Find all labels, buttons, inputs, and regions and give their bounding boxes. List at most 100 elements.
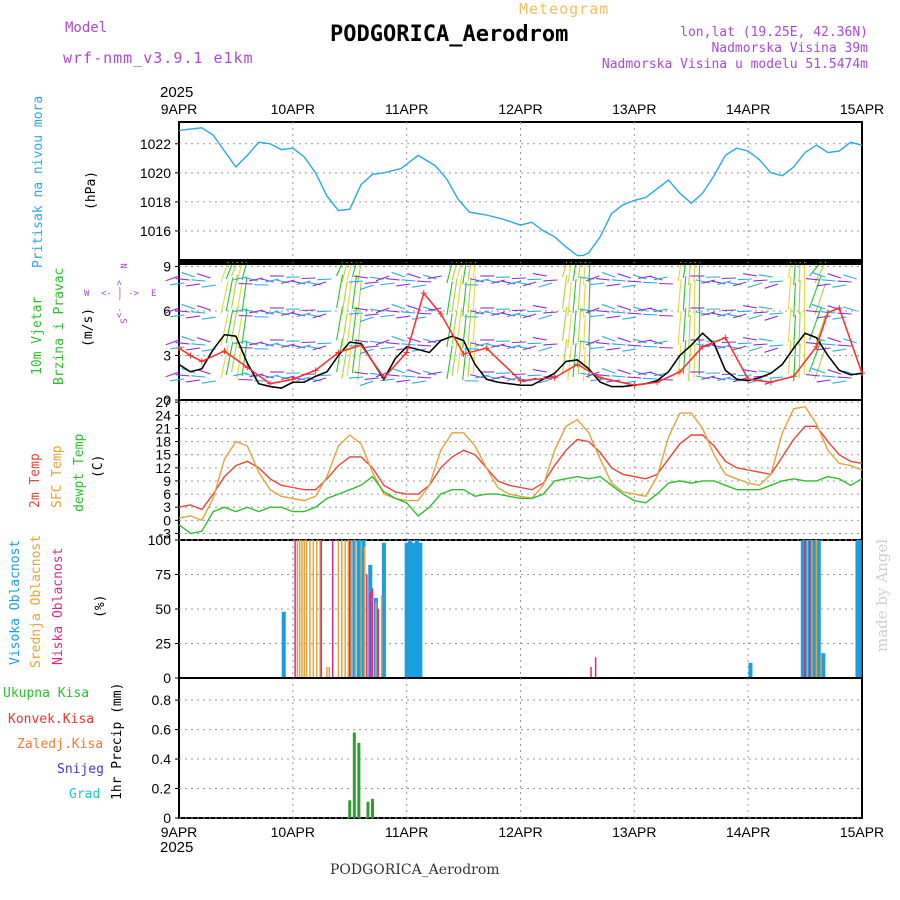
- wind-arrow: [582, 283, 586, 318]
- model-label: Model: [65, 20, 108, 36]
- bar-srednja-oblacnost: [806, 540, 809, 678]
- wind-arrow: [701, 279, 716, 284]
- wind-arrow: [595, 373, 610, 377]
- wind-arrow: [585, 275, 600, 282]
- wind-arrow: [627, 376, 642, 379]
- wind-arrow: [385, 277, 400, 281]
- wind-arrow: [275, 343, 290, 348]
- ytick-label: 3: [163, 499, 171, 515]
- wind-arrow: [743, 305, 758, 309]
- wind-label-2: Brzina i Pravac: [52, 267, 67, 385]
- wind-arrow: [417, 344, 432, 347]
- wind-arrow: [346, 310, 353, 345]
- wind-arrow: [805, 373, 821, 377]
- wind-arrow: [422, 338, 437, 344]
- wind-arrow: [622, 348, 637, 352]
- bar-visoka-oblacnost: [352, 540, 357, 678]
- wind-arrow: [380, 378, 395, 382]
- wind-arrow: [606, 315, 621, 319]
- wind-arrow: [259, 310, 274, 315]
- wind-arrow: [244, 340, 258, 346]
- wind-arrow: [467, 311, 472, 346]
- ytick-label: 0.6: [152, 722, 172, 738]
- bar-niska-oblacnost: [369, 592, 371, 678]
- wind-arrow: [456, 339, 463, 374]
- wind-arrow: [491, 279, 505, 284]
- wind-arrow: [577, 340, 582, 375]
- ytick-label: 3: [163, 347, 171, 363]
- ytick-label: 75: [155, 567, 171, 583]
- wind-arrow: [798, 280, 801, 315]
- bar-srednja-oblacnost: [296, 540, 299, 678]
- wind-arrow: [470, 342, 484, 347]
- wind-arrow: [422, 306, 437, 312]
- wind-arrow: [391, 303, 406, 310]
- wind-arrow: [787, 308, 792, 343]
- wind-arrow: [354, 275, 369, 279]
- ytick-label: 21: [155, 420, 171, 436]
- wind-arrow: [561, 275, 568, 310]
- ytick-label: 12: [155, 460, 171, 476]
- compass-n-icon: N: [117, 263, 128, 269]
- wind-arrow: [422, 274, 437, 280]
- wind-arrow: [312, 345, 327, 351]
- ytick-label: 50: [155, 601, 171, 617]
- wind-arrow: [588, 344, 591, 379]
- wind-arrow: [595, 341, 610, 345]
- wind-arrow: [803, 340, 806, 376]
- bar-srednja-oblacnost: [360, 546, 362, 678]
- wind-arrow: [837, 312, 852, 315]
- wind-arrow: [165, 339, 180, 346]
- lonlat: lon,lat (19.25E, 42.36N): [680, 25, 868, 40]
- time-tick-top-5: 14APR: [726, 101, 770, 117]
- wind-arrow: [617, 273, 632, 279]
- wind-arrow: [803, 308, 806, 344]
- time-tick-bottom-0: 9APR: [161, 824, 198, 840]
- ytick-label: 0: [163, 392, 171, 408]
- wind-arrow: [491, 343, 505, 348]
- bar-srednja-oblacnost: [303, 540, 305, 678]
- series-top-gust: [178, 291, 863, 386]
- bar-srednja-oblacnost: [815, 540, 818, 678]
- wind-arrow: [522, 281, 537, 287]
- wind-arrow: [567, 282, 572, 317]
- wind-arrow: [351, 307, 358, 342]
- ytick-label: 15: [155, 447, 171, 463]
- wind-arrow: [357, 261, 362, 285]
- wind-arrow: [617, 305, 632, 311]
- wind-arrow: [567, 261, 572, 285]
- wind-arrow: [506, 344, 521, 350]
- bar-srednja-oblacnost: [344, 540, 346, 678]
- wind-arrow: [462, 261, 467, 285]
- wind-arrow: [220, 312, 229, 347]
- wind-arrow: [401, 311, 416, 314]
- bar-visoka-oblacnost: [281, 611, 286, 678]
- wind-arrow: [186, 379, 201, 383]
- wind-arrow: [181, 303, 195, 310]
- wind-arrow: [808, 275, 822, 309]
- wind-arrow: [627, 280, 642, 283]
- wind-arrow: [538, 378, 553, 384]
- bar-niska-oblacnost: [349, 540, 351, 678]
- wind-arrow: [688, 261, 691, 286]
- ytick-label: 0: [163, 670, 171, 686]
- wind-arrow: [698, 340, 701, 376]
- wind-arrow: [336, 338, 344, 373]
- wind-arrow: [181, 271, 195, 278]
- wind-arrow: [811, 303, 826, 310]
- legend-snow: Snijeg: [57, 762, 104, 777]
- wind-arrow: [175, 309, 190, 313]
- wind-arrow: [280, 375, 295, 380]
- wind-arrow: [236, 261, 243, 284]
- temp-label-dewpt: dewpt Temp: [72, 433, 87, 512]
- wind-arrow: [622, 284, 637, 288]
- wind-arrow: [375, 339, 390, 346]
- wind-arrow: [677, 311, 682, 346]
- wind-arrow: [627, 312, 642, 315]
- wind-arrow: [643, 313, 658, 316]
- wind-arrow: [191, 343, 206, 346]
- pressure-unit: (hPa): [84, 170, 99, 210]
- wind-arrow: [567, 314, 572, 349]
- wind-arrow: [677, 261, 682, 282]
- wind-arrow: [527, 278, 542, 281]
